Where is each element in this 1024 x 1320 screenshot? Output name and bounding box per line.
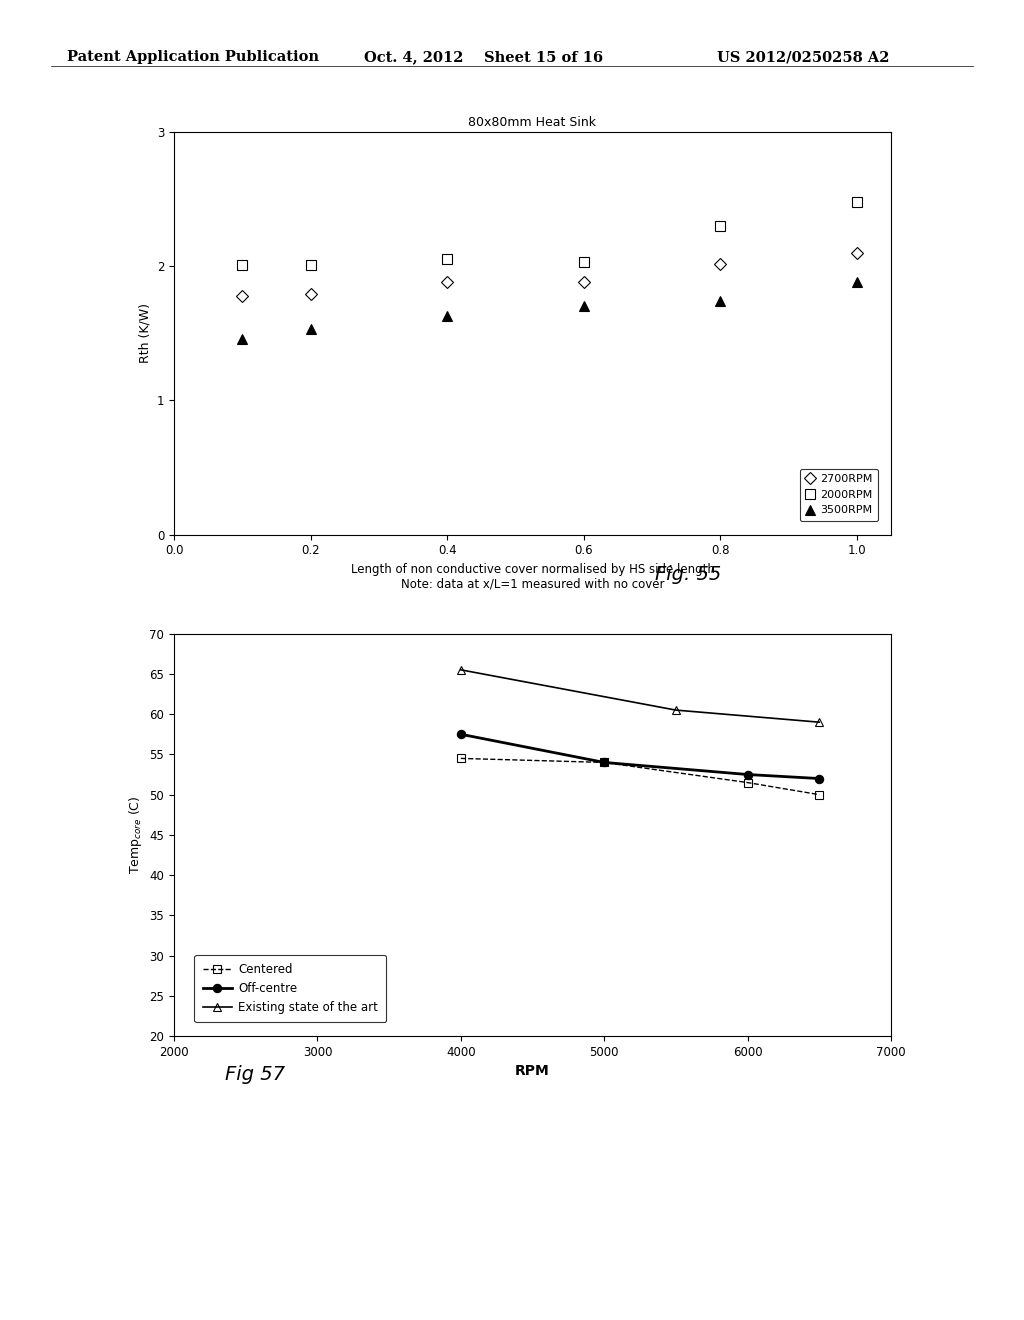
X-axis label: RPM: RPM [515,1064,550,1078]
Text: US 2012/0250258 A2: US 2012/0250258 A2 [717,50,889,65]
Legend: 2700RPM, 2000RPM, 3500RPM: 2700RPM, 2000RPM, 3500RPM [800,469,879,521]
Legend: Centered, Off-centre, Existing state of the art: Centered, Off-centre, Existing state of … [195,954,386,1022]
Y-axis label: Temp$_{core}$ (C): Temp$_{core}$ (C) [127,796,144,874]
Title: 80x80mm Heat Sink: 80x80mm Heat Sink [469,116,596,129]
Text: Fig 57: Fig 57 [225,1065,286,1084]
Y-axis label: Rth (K/W): Rth (K/W) [138,304,152,363]
Text: Patent Application Publication: Patent Application Publication [67,50,318,65]
Text: Oct. 4, 2012    Sheet 15 of 16: Oct. 4, 2012 Sheet 15 of 16 [364,50,603,65]
X-axis label: Length of non conductive cover normalised by HS side length
Note: data at x/L=1 : Length of non conductive cover normalise… [350,562,715,591]
Text: Fig. 55: Fig. 55 [655,565,722,583]
